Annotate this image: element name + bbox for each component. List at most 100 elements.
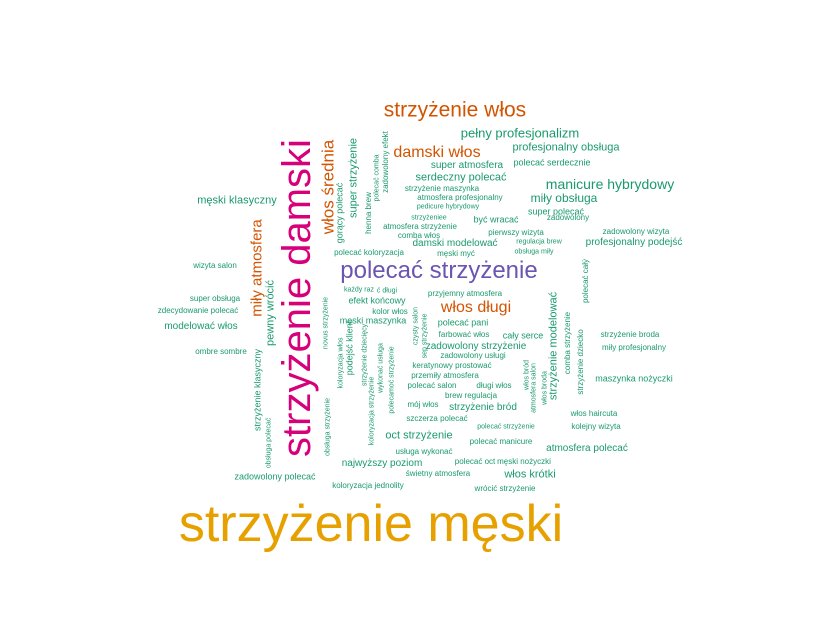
- word: najwyższy poziom: [341, 458, 423, 469]
- word: strzyżenie dziecięcy: [361, 323, 369, 387]
- word: damski włos: [393, 144, 481, 161]
- word: zadowolony usługi: [440, 351, 506, 360]
- word: strzyżenie broda: [600, 330, 660, 339]
- word: maszynka nożyczki: [595, 373, 673, 384]
- word: obsługa miły: [514, 248, 554, 256]
- word: kolejny wizyta: [571, 422, 621, 431]
- word: comba włos: [397, 231, 441, 240]
- word: brew regulacja: [444, 391, 498, 400]
- word: mój włos: [407, 400, 439, 409]
- word: pierwszy wizyta: [488, 228, 544, 237]
- word: polecamoć strzyżenie: [388, 346, 396, 414]
- word: miły profesjonalny: [601, 343, 667, 352]
- word: przemiły atmosfera: [411, 371, 479, 380]
- word: atmosfera profesjonalny: [417, 193, 503, 202]
- word: profesjonalny podejść: [585, 237, 683, 248]
- word: koloryzacja włos: [337, 337, 345, 389]
- word: męski klasyczny: [197, 194, 277, 207]
- word: manicure hybrydowy: [545, 176, 675, 192]
- word: zdecydowanie polecać: [157, 306, 239, 315]
- word: podejść klient: [344, 320, 355, 376]
- word: wrócić strzyżenie: [474, 484, 536, 493]
- word: polecać strzyżenie: [477, 423, 535, 431]
- word: kolor włos: [372, 307, 408, 316]
- word: włos bród: [523, 360, 531, 390]
- word: strzyżenie modelować: [547, 291, 560, 401]
- word: serdeczny polecać: [415, 171, 507, 184]
- word: super strzyżenie: [347, 137, 360, 219]
- word: polecać serdecznie: [513, 157, 591, 168]
- word: ombre sombre: [195, 347, 247, 356]
- word: zadowolony: [546, 213, 590, 222]
- word: polecać całý: [581, 258, 590, 304]
- word: ć długi: [376, 287, 398, 295]
- word: wizyta salon: [193, 261, 237, 270]
- word: strzyżeniee: [411, 214, 447, 222]
- word: atmosfera strzyżenie: [383, 222, 457, 231]
- word: strzyżenie damski: [275, 139, 319, 457]
- word: pełny profesjonalizm: [460, 125, 580, 141]
- word: długi włos: [476, 381, 512, 390]
- word: strzyżenie włos: [383, 98, 527, 122]
- word: strzyżenie dziecko: [576, 329, 585, 395]
- word: zadowolony strzyżenie: [425, 341, 527, 352]
- word: damski modelować: [412, 238, 498, 249]
- word: polecać strzyżenie: [340, 257, 538, 284]
- word: męski maszynka: [339, 315, 407, 326]
- word: być wracać: [473, 214, 519, 225]
- word: przyjemny atmosfera: [427, 289, 503, 298]
- word: czysty salon: [412, 306, 420, 346]
- word: super obsługa: [189, 294, 241, 303]
- word: usługa wykonać: [395, 447, 453, 456]
- word: gorący polecać: [334, 182, 345, 244]
- word: polecać comba: [373, 154, 381, 202]
- word: świetny atmosfera: [405, 469, 471, 478]
- word: włos długi: [440, 299, 512, 316]
- word: polecać oct: [454, 457, 496, 466]
- word: włos broda: [541, 371, 549, 405]
- word: koloryzacja jednolity: [332, 481, 404, 490]
- word: atmosfera salon: [530, 363, 538, 413]
- word: koloryzacja strzyżenie: [368, 376, 376, 446]
- word: miły obsługa: [530, 191, 598, 205]
- word: pedicure hybrydowy: [416, 203, 480, 211]
- word: strzyżenie bród: [449, 402, 517, 413]
- word: polecać salon: [407, 381, 457, 390]
- word: super atmosfera: [430, 160, 504, 171]
- word: włos krótki: [504, 468, 556, 481]
- word: zadowolony efekt: [381, 131, 390, 193]
- word: henna brew: [364, 192, 373, 234]
- word: pewny wrócić: [264, 279, 277, 347]
- word: novus strzyżenie: [322, 296, 330, 350]
- word: każdy raz: [344, 286, 374, 294]
- word: super polecać: [527, 206, 585, 217]
- word: strzyżenie klasyczny: [252, 348, 263, 432]
- word: polecać manicure: [469, 437, 533, 446]
- word: profesjonalny obsługa: [512, 141, 620, 154]
- word: zadowolony wizyta: [602, 227, 670, 236]
- word: keratynowy prostować: [412, 361, 492, 370]
- word: wykonać usługa: [377, 343, 385, 393]
- word: sep strzyżenie: [421, 313, 429, 359]
- word: modelować włos: [164, 321, 238, 332]
- word: obsługa strzyżenie: [324, 398, 332, 456]
- word: farbować włos: [438, 330, 490, 339]
- word: męski nożyczki: [497, 457, 551, 466]
- word: regulacja brew: [516, 238, 562, 246]
- word: polecać koloryzacja: [334, 248, 404, 257]
- word: comba strzyżenie: [563, 311, 572, 375]
- word: oct strzyżenie: [385, 429, 453, 442]
- word: obsługa polecać: [265, 417, 273, 469]
- word: efekt końcowy: [348, 295, 406, 306]
- word: strzyżenie męski: [178, 495, 564, 553]
- word: strzyżenie maszynka: [404, 184, 480, 193]
- word: miły atmosfera: [248, 219, 266, 317]
- word: atmosfera polecać: [546, 443, 628, 454]
- word: szczerza polecać: [406, 414, 468, 423]
- word: męski myć: [437, 249, 475, 258]
- word: cały serce: [502, 330, 544, 341]
- word: polecać pani: [437, 317, 489, 328]
- word: zadowolony polecać: [234, 471, 316, 482]
- word: włos haircuta: [570, 409, 618, 418]
